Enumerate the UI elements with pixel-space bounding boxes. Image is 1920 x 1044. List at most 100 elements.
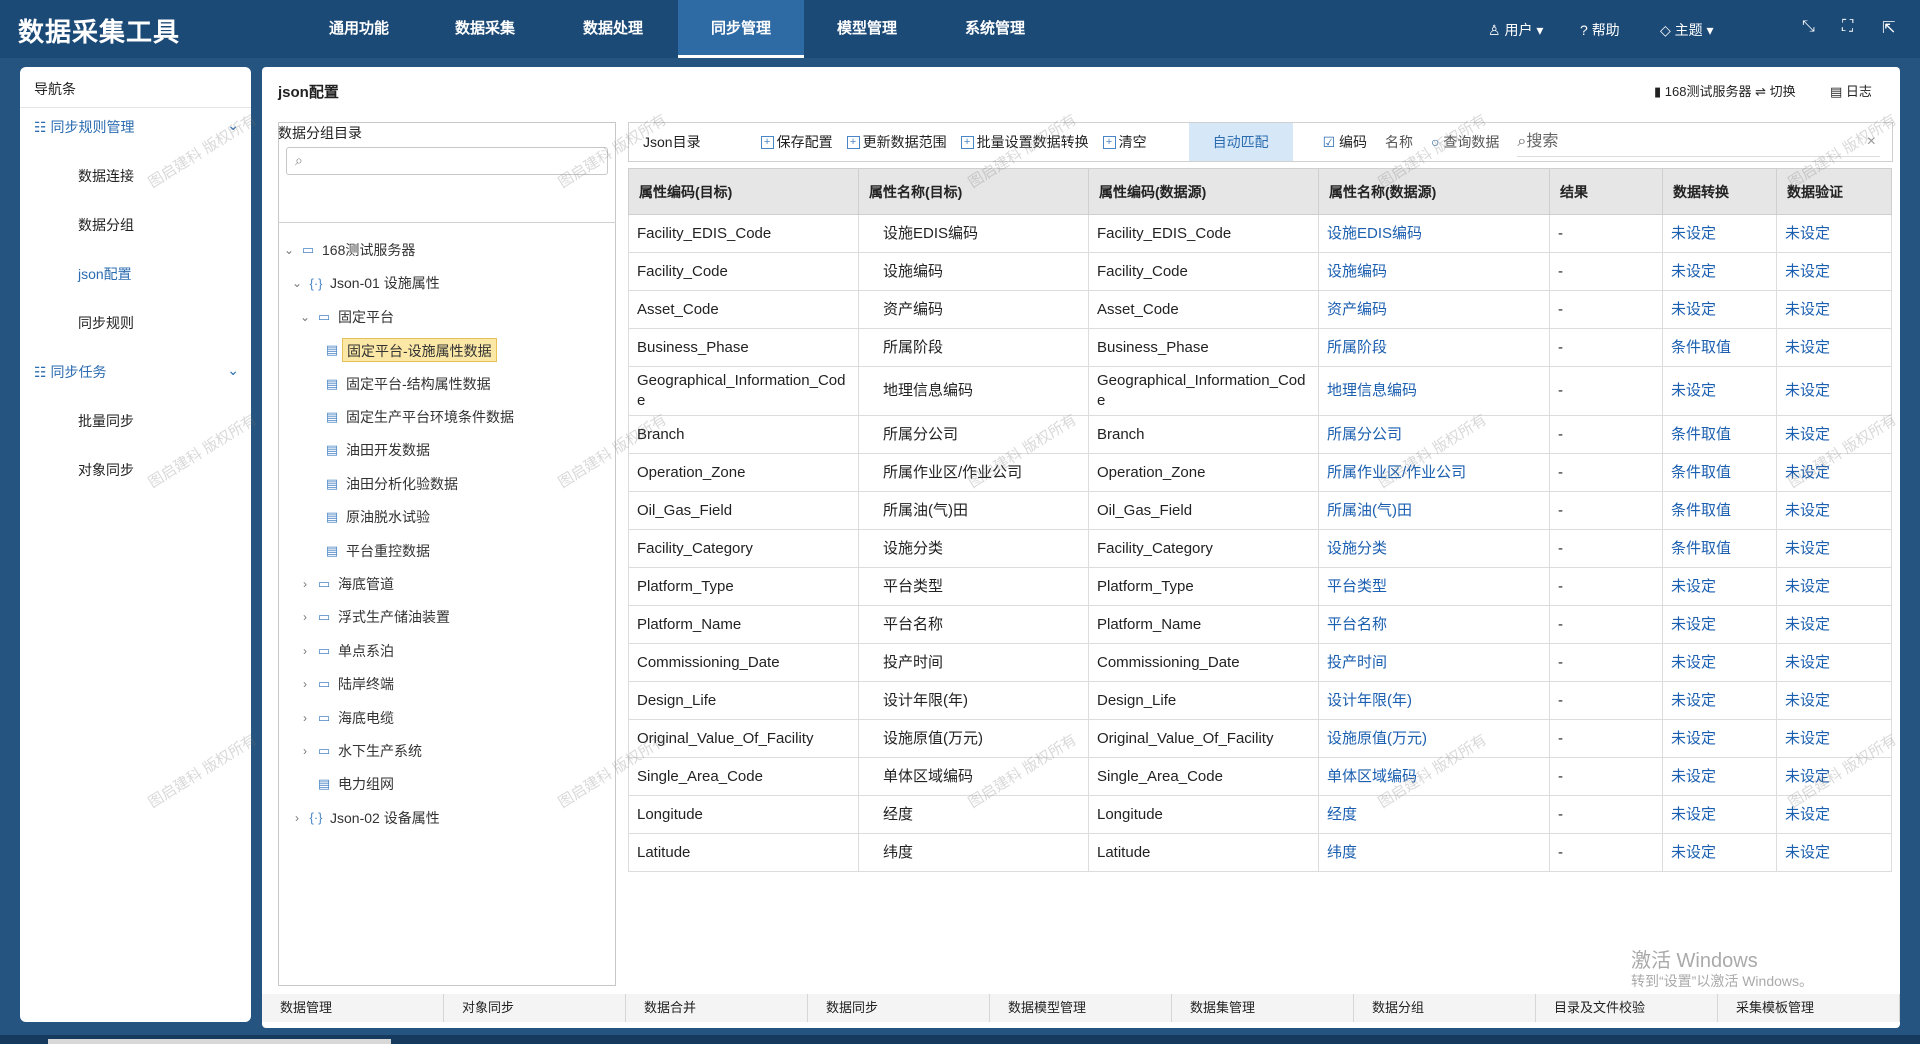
cell[interactable]: 未设定 xyxy=(1662,643,1777,682)
option[interactable]: ○ 查询数据 xyxy=(1431,132,1499,152)
tree-row[interactable]: › ▭ 单点系泊 xyxy=(296,639,398,663)
table-row[interactable]: Oil_Gas_Field 所属油(气)田 Oil_Gas_Field 所属油(气)田… xyxy=(628,491,1892,530)
cell[interactable]: 条件取值 xyxy=(1662,453,1777,492)
tree-row[interactable]: › ▭ 海底管道 xyxy=(296,572,398,596)
table-row[interactable]: Single_Area_Code 单体区域编码 Single_Area_Code 单体… xyxy=(628,757,1892,796)
table-row[interactable]: Commissioning_Date 投产时间 Commissioning_Date… xyxy=(628,643,1892,682)
footer-tab[interactable]: 数据管理 xyxy=(262,994,444,1022)
option[interactable]: 名称 xyxy=(1385,132,1413,152)
cell[interactable]: 条件取值 xyxy=(1662,328,1777,367)
table-row[interactable]: Latitude 纬度 Latitude 纬度 - 未设定 未设定 xyxy=(628,833,1892,872)
tree-row[interactable]: ▤ 固定平台-结构属性数据 xyxy=(304,372,495,396)
user-menu[interactable]: ? 帮助 xyxy=(1580,22,1620,38)
server-switch[interactable]: ▮ 168测试服务器 ⇌ 切换 xyxy=(1654,84,1796,99)
tree-row[interactable]: › ▭ 浮式生产储油装置 xyxy=(296,605,454,629)
footer-tab[interactable]: 数据集管理 xyxy=(1172,994,1354,1022)
footer-tab[interactable]: 目录及文件校验 xyxy=(1536,994,1718,1022)
window-icon[interactable]: ⛶ xyxy=(1842,18,1854,35)
cell[interactable]: 未设定 xyxy=(1662,214,1777,253)
footer-tab[interactable]: 数据模型管理 xyxy=(990,994,1172,1022)
toolbar-button[interactable]: + 批量设置数据转换 xyxy=(960,132,1089,152)
cell[interactable]: 未设定 xyxy=(1776,252,1892,291)
tree-row[interactable]: ⌄ ▭ 固定平台 xyxy=(296,305,398,329)
tree-row[interactable]: ▤ 油田分析化验数据 xyxy=(304,472,462,496)
nav-item[interactable]: 数据连接 xyxy=(78,168,134,184)
cell[interactable]: 未设定 xyxy=(1776,290,1892,329)
cell[interactable]: 未设定 xyxy=(1776,214,1892,253)
cell[interactable]: 未设定 xyxy=(1776,605,1892,644)
nav-group[interactable]: ☷ 同步任务 ⌄ xyxy=(34,362,239,380)
cell[interactable]: 未设定 xyxy=(1776,795,1892,834)
cell[interactable]: 未设定 xyxy=(1662,833,1777,872)
menu-item[interactable]: 系统管理 xyxy=(964,20,1025,37)
user-menu[interactable]: ◇ 主题 ▾ xyxy=(1660,22,1714,38)
cell[interactable]: 未设定 xyxy=(1776,757,1892,796)
cell[interactable]: 未设定 xyxy=(1662,681,1777,720)
tree-row[interactable]: ▤ 电力组网 xyxy=(296,772,398,796)
nav-item[interactable]: 对象同步 xyxy=(78,462,134,478)
tree-row[interactable]: › ▭ 水下生产系统 xyxy=(296,739,426,763)
cell[interactable]: 未设定 xyxy=(1776,491,1892,530)
nav-item[interactable]: 批量同步 xyxy=(78,413,134,429)
cell[interactable]: 未设定 xyxy=(1776,643,1892,682)
menu-item[interactable]: 同步管理 xyxy=(678,0,804,58)
window-icon[interactable]: ⤡ xyxy=(1802,18,1815,35)
cell[interactable]: 未设定 xyxy=(1662,757,1777,796)
tree-row[interactable]: ▤ 固定生产平台环境条件数据 xyxy=(304,405,518,429)
menu-item[interactable]: 通用功能 xyxy=(328,20,389,37)
cell[interactable]: 未设定 xyxy=(1776,366,1892,416)
cell[interactable]: 未设定 xyxy=(1662,252,1777,291)
cell[interactable]: 未设定 xyxy=(1776,567,1892,606)
footer-tab[interactable]: 对象同步 xyxy=(444,994,626,1022)
cell[interactable]: 未设定 xyxy=(1776,719,1892,758)
menu-item[interactable]: 数据采集 xyxy=(454,20,515,37)
auto-match[interactable]: 自动匹配 xyxy=(1188,123,1293,161)
tree-row[interactable]: ⌄ {·} Json-01 设施属性 xyxy=(288,271,444,295)
table-row[interactable]: Platform_Type 平台类型 Platform_Type 平台类型 - 未设定 未设… xyxy=(628,567,1892,606)
footer-tab[interactable]: 数据合并 xyxy=(626,994,808,1022)
table-row[interactable]: Design_Life 设计年限(年) Design_Life 设计年限(年) - 未设定… xyxy=(628,681,1892,720)
cell[interactable]: 未设定 xyxy=(1776,328,1892,367)
window-icon[interactable]: ⇱ xyxy=(1882,20,1896,37)
cell[interactable]: 条件取值 xyxy=(1662,491,1777,530)
tree-search[interactable]: ⌕ xyxy=(286,147,608,175)
menu-item[interactable]: 数据处理 xyxy=(582,20,643,37)
table-row[interactable]: Facility_EDIS_Code 设施EDIS编码 Facility_EDIS_… xyxy=(628,214,1892,253)
search-input[interactable]: ⌕搜索 × xyxy=(1517,127,1880,157)
cell[interactable]: 未设定 xyxy=(1776,833,1892,872)
tree-row[interactable]: ▤ 固定平台-设施属性数据 xyxy=(304,338,497,363)
footer-tab[interactable]: 数据同步 xyxy=(808,994,990,1022)
tree-row[interactable]: ▤ 原油脱水试验 xyxy=(304,505,434,529)
log-button[interactable]: ▤ 日志 xyxy=(1830,84,1872,99)
nav-group[interactable]: ☷ 同步规则管理 ⌄ xyxy=(34,117,239,135)
table-row[interactable]: Facility_Category 设施分类 Facility_Category 设施… xyxy=(628,529,1892,568)
cell[interactable]: 未设定 xyxy=(1662,290,1777,329)
cell[interactable]: 未设定 xyxy=(1662,366,1777,416)
table-row[interactable]: Geographical_Information_Code 地理信息编码 Geogr… xyxy=(628,366,1892,416)
tree-row[interactable]: › {·} Json-02 设备属性 xyxy=(288,806,444,830)
nav-item[interactable]: 同步规则 xyxy=(78,315,134,331)
tree-row[interactable]: ⌄ ▭ 168测试服务器 xyxy=(280,238,419,262)
table-row[interactable]: Branch 所属分公司 Branch 所属分公司 - 条件取值 未设定 xyxy=(628,415,1892,454)
table-row[interactable]: Platform_Name 平台名称 Platform_Name 平台名称 - 未设定 未设… xyxy=(628,605,1892,644)
cell[interactable]: 未设定 xyxy=(1776,415,1892,454)
tree-row[interactable]: ▤ 油田开发数据 xyxy=(304,438,434,462)
cell[interactable]: 未设定 xyxy=(1662,719,1777,758)
tree-row[interactable]: › ▭ 陆岸终端 xyxy=(296,672,398,696)
table-row[interactable]: Operation_Zone 所属作业区/作业公司 Operation_Zone 所属… xyxy=(628,453,1892,492)
cell[interactable]: 未设定 xyxy=(1776,529,1892,568)
toolbar-button[interactable]: + 更新数据范围 xyxy=(846,132,947,152)
table-row[interactable]: Original_Value_Of_Facility 设施原值(万元) Origin… xyxy=(628,719,1892,758)
table-row[interactable]: Asset_Code 资产编码 Asset_Code 资产编码 - 未设定 未设定 xyxy=(628,290,1892,329)
tree-row[interactable]: ▤ 平台重控数据 xyxy=(304,539,434,563)
table-row[interactable]: Business_Phase 所属阶段 Business_Phase 所属阶段 - 条件取… xyxy=(628,328,1892,367)
cell[interactable]: 未设定 xyxy=(1662,795,1777,834)
user-menu[interactable]: ♙ 用户 ▾ xyxy=(1488,22,1544,38)
tree-row[interactable]: › ▭ 海底电缆 xyxy=(296,706,398,730)
nav-item[interactable]: 数据分组 xyxy=(78,217,134,233)
cell[interactable]: 未设定 xyxy=(1776,453,1892,492)
cell[interactable]: 条件取值 xyxy=(1662,415,1777,454)
footer-tab[interactable]: 采集模板管理 xyxy=(1718,994,1900,1022)
table-row[interactable]: Facility_Code 设施编码 Facility_Code 设施编码 - 未设定 未设… xyxy=(628,252,1892,291)
cell[interactable]: 条件取值 xyxy=(1662,529,1777,568)
